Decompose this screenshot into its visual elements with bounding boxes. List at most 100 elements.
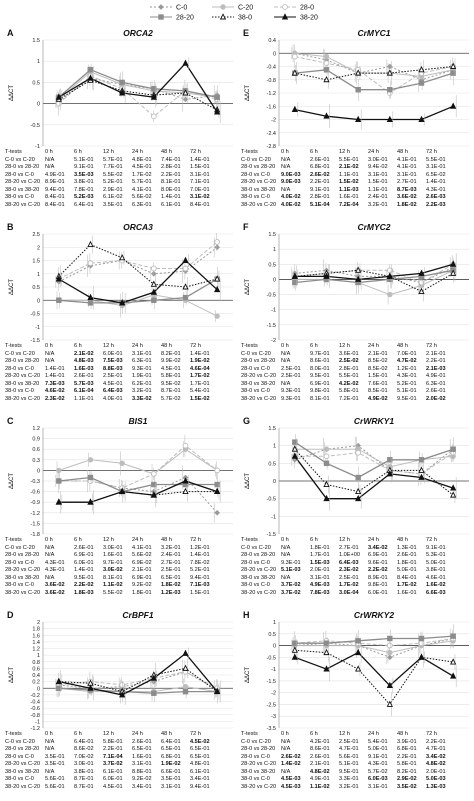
table-row: 28-0 vs C-0 3.5E-01 7.0E-02 7.1E-04 1.6E-01 6… xyxy=(5,754,237,762)
data-point xyxy=(119,79,125,86)
table-cell: 2.3E-02 xyxy=(45,395,65,402)
table-cell: 1.5E-02 xyxy=(339,179,359,186)
data-point xyxy=(182,283,189,290)
table-cell: 9.3E-01 xyxy=(132,365,152,372)
table-cell: 6.0E-01 xyxy=(368,589,388,596)
table-header-cell: 24 h xyxy=(132,731,143,737)
table-header-row: T-tests 0 h 6 h 12 h 24 h 48 h 72 h xyxy=(5,731,237,739)
series-line xyxy=(294,649,454,706)
series-line xyxy=(294,269,454,284)
table-cell: 38-0 vs 38-20 xyxy=(241,380,276,387)
table-cell: 8.7E-01 xyxy=(161,388,181,395)
table-cell: 7.4E-01 xyxy=(161,156,181,163)
table-cell: 3.5E-01 xyxy=(45,761,65,768)
data-point xyxy=(355,474,361,481)
table-cell: 5.8E-01 xyxy=(161,373,181,380)
table-header-cell: T-tests xyxy=(241,731,258,737)
data-point xyxy=(150,288,157,295)
table-cell: 8.6E-02 xyxy=(74,746,94,753)
table-header-cell: 6 h xyxy=(74,731,82,737)
table-cell: 5.2E-03 xyxy=(74,194,94,201)
data-point xyxy=(323,480,330,487)
data-point xyxy=(418,653,425,660)
table-cell: 28-0 vs 28-20 xyxy=(241,552,276,559)
y-tick-label: 1 xyxy=(273,444,276,450)
table-row: 38-20 vs C-20 3.6E-02 1.8E-03 5.5E-02 1.8E-0… xyxy=(5,590,237,598)
table-cell: 9.1E-01 xyxy=(368,753,388,760)
table-cell: 6.5E-01 xyxy=(161,746,181,753)
t-test-table: T-tests 0 h 6 h 12 h 24 h 48 h 72 h C-0 vs C-20… xyxy=(241,731,473,791)
data-point xyxy=(418,279,425,286)
table-cell: 3.1E-01 xyxy=(310,574,330,581)
series-line xyxy=(58,686,218,693)
series-line xyxy=(58,278,218,304)
y-tick-label: 0.4 xyxy=(268,38,276,44)
table-cell: 28-0 vs 28-20 xyxy=(241,358,276,365)
table-cell: 1.6E-02 xyxy=(426,582,446,589)
table-header-row: T-tests 0 h 6 h 12 h 24 h 48 h 72 h xyxy=(241,731,473,739)
table-cell: 3.9E-01 xyxy=(397,738,417,745)
table-cell: 4.7E-01 xyxy=(426,746,446,753)
table-cell: 8.0E-01 xyxy=(310,365,330,372)
table-cell: 6.0E-01 xyxy=(74,559,94,566)
panel-h: H CrWRKY2 ΔΔCT -3.5 -3 -2.5 -2 -1.5 -1 -0.5 0 0.5 1 T… xyxy=(241,606,473,798)
y-tick-label: -1 xyxy=(35,325,40,331)
data-point xyxy=(292,640,298,646)
data-point xyxy=(214,467,221,474)
table-cell: 2.6E-01 xyxy=(132,738,152,745)
table-row: 28-0 vs C-0 4.9E-01 3.5E-03 5.5E-02 1.7E-02 2… xyxy=(5,172,237,180)
data-point xyxy=(214,687,221,695)
y-tick-label: 0.5 xyxy=(32,80,40,86)
legend-swatch-marker xyxy=(158,14,164,20)
table-cell: 2.5E-02 xyxy=(339,358,359,365)
data-point xyxy=(323,640,330,646)
table-cell: 6.9E-01 xyxy=(74,552,94,559)
table-cell: 6.3E-01 xyxy=(132,201,152,208)
y-tick-label: 0 xyxy=(37,686,40,692)
table-row: 28-20 vs C-20 3.5E-01 3.0E-01 3.7E-02 3.1E-0… xyxy=(5,761,237,769)
data-point xyxy=(214,487,221,495)
table-cell: 8.4E-01 xyxy=(45,194,65,201)
table-cell: 3.6E-02 xyxy=(397,194,417,201)
table-row: C-0 vs C-20 N/A 2.6E-01 5.5E-01 3.0E-01 4.1E-… xyxy=(241,157,473,165)
chart-title: ORCA3 xyxy=(123,222,153,232)
legend-swatch-marker xyxy=(282,4,288,10)
table-header-cell: T-tests xyxy=(5,149,22,155)
data-point xyxy=(386,681,393,689)
table-cell: 5.2E-01 xyxy=(103,179,123,186)
table-header-cell: 6 h xyxy=(74,537,82,543)
series-38-20 xyxy=(55,57,221,124)
data-point xyxy=(450,269,457,276)
series-c-0 xyxy=(291,47,456,92)
chart-title: CrMYC1 xyxy=(357,28,390,38)
legend-label: C-0 xyxy=(176,5,187,12)
series-line xyxy=(58,667,218,693)
table-cell: C-0 vs C-20 xyxy=(5,738,35,745)
data-point xyxy=(450,491,457,498)
table-row: 28-0 vs C-0 9.0E-03 2.6E-02 1.1E-01 3.1E-01 3… xyxy=(241,172,473,180)
series-line xyxy=(58,294,218,317)
table-header-cell: 12 h xyxy=(339,731,350,737)
series-line xyxy=(58,652,218,696)
series-line xyxy=(294,52,454,77)
table-cell: 8.5E-01 xyxy=(368,388,388,395)
y-tick-label: 0.6 xyxy=(32,447,40,453)
table-cell: 1.7E-01 xyxy=(310,552,330,559)
table-header-cell: 24 h xyxy=(132,343,143,349)
table-cell: 8.1E-01 xyxy=(103,574,123,581)
table-header-cell: 48 h xyxy=(397,343,408,349)
series-line xyxy=(58,71,218,100)
table-cell: 1.7E-01 xyxy=(190,380,210,387)
data-point xyxy=(355,86,361,93)
table-cell: 3.3E-02 xyxy=(132,395,152,402)
y-tick-label: 0.5 xyxy=(32,285,40,291)
table-cell: 8.4E-01 xyxy=(45,201,65,208)
table-row: 38-0 vs 38-20 N/A 4.8E-02 9.5E-01 5.7E-02 8.2… xyxy=(241,769,473,777)
table-cell: 6.4E-03 xyxy=(339,559,359,566)
chart-svg: C BIS1 ΔΔCT -1.8 -1.5 -1.2 -0.9 -0.6 -0.3 0 0.3 0.6… xyxy=(7,416,233,538)
table-row: 38-0 vs C-0 3.6E-02 2.2E-02 1.1E-02 9.2E-02 1… xyxy=(5,582,237,590)
table-header-cell: 24 h xyxy=(368,343,379,349)
data-point xyxy=(119,89,126,96)
table-cell: 1.4E-01 xyxy=(190,552,210,559)
panel-f: F CrMYC2 ΔΔCT -2 -1.5 -1 -0.5 0 0.5 1 1.5 T-tests 0 … xyxy=(241,218,473,410)
